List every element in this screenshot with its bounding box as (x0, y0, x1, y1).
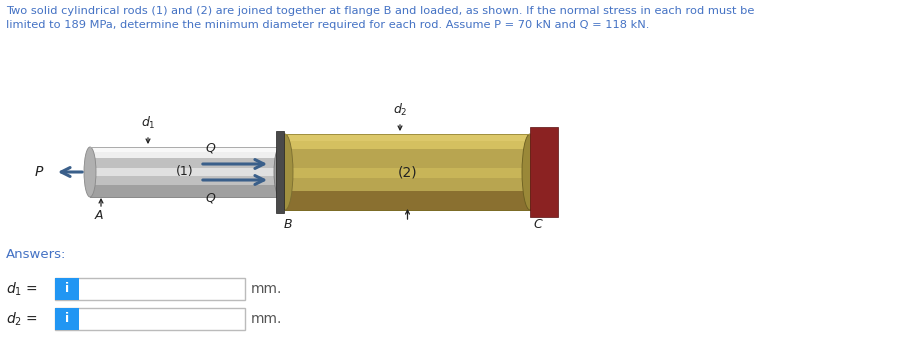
Ellipse shape (84, 147, 96, 197)
Text: $d_2$: $d_2$ (393, 102, 407, 118)
Text: mm.: mm. (251, 282, 282, 296)
Bar (90, 147, 280, 197)
Bar (285, 191, 530, 210)
Text: $d_1$ =: $d_1$ = (6, 280, 38, 298)
Bar (55, 308, 79, 330)
Bar (90, 184, 280, 197)
Text: Q: Q (205, 142, 215, 155)
Ellipse shape (274, 147, 286, 197)
Text: mm.: mm. (251, 312, 282, 326)
Bar (55, 308, 245, 330)
Bar (276, 131, 284, 213)
Text: i: i (65, 283, 69, 295)
Text: A: A (95, 209, 103, 222)
Bar (90, 147, 280, 158)
Bar (55, 278, 245, 300)
Text: $d_1$: $d_1$ (141, 115, 155, 131)
Bar (285, 168, 530, 178)
Text: Two solid cylindrical rods (1) and (2) are joined together at flange B and loade: Two solid cylindrical rods (1) and (2) a… (6, 6, 755, 16)
Text: Answers:: Answers: (6, 248, 66, 261)
Text: limited to 189 MPa, determine the minimum diameter required for each rod. Assume: limited to 189 MPa, determine the minimu… (6, 20, 649, 30)
Text: $d_2$ =: $d_2$ = (6, 310, 38, 328)
Text: C: C (533, 218, 541, 231)
Ellipse shape (277, 134, 293, 210)
Bar (90, 147, 280, 152)
Bar (90, 168, 280, 176)
Text: (1): (1) (176, 165, 194, 178)
Bar (285, 134, 530, 149)
Text: B: B (284, 218, 293, 231)
Text: (2): (2) (397, 165, 417, 179)
Text: P: P (34, 165, 43, 179)
Ellipse shape (522, 134, 538, 210)
Bar (285, 134, 530, 141)
Text: i: i (65, 313, 69, 326)
Bar (285, 134, 530, 210)
Bar (530, 127, 558, 217)
Bar (55, 278, 79, 300)
Text: Q: Q (205, 191, 215, 205)
